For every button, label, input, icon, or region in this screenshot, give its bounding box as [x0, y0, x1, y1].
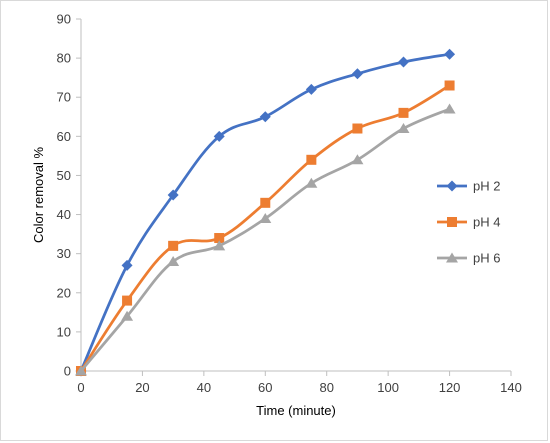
y-axis-title: Color removal %	[31, 147, 46, 244]
series-line	[79, 52, 450, 372]
data-point	[306, 154, 317, 165]
x-tick-label: 40	[197, 380, 211, 395]
legend-marker	[446, 180, 458, 192]
data-point	[352, 123, 363, 134]
legend-marker	[446, 252, 458, 263]
legend-label: pH 2	[473, 179, 500, 194]
data-point	[351, 68, 363, 80]
data-point	[259, 212, 272, 223]
data-point	[305, 177, 318, 188]
data-point	[259, 111, 271, 123]
x-tick-label: 80	[319, 380, 333, 395]
data-point	[397, 123, 410, 134]
x-tick-label: 20	[135, 380, 149, 395]
series-line	[79, 107, 451, 372]
y-tick-label: 0	[64, 364, 71, 379]
y-tick-label: 80	[57, 51, 71, 66]
data-point	[214, 233, 225, 244]
data-point	[444, 48, 456, 60]
x-tick-label: 100	[377, 380, 399, 395]
legend-label: pH 6	[473, 251, 500, 266]
legend-marker	[447, 217, 457, 227]
data-point	[167, 255, 180, 266]
legend: pH 2 pH 4 pH 6	[437, 179, 500, 266]
axes: 0 10 20 30 40 50 60 70 80 90 0 20 40 60 80 100 120 140	[57, 12, 522, 396]
series-ph-6	[75, 103, 456, 376]
x-tick-label: 60	[258, 380, 272, 395]
legend-label: pH 4	[473, 215, 500, 230]
series-ph-2	[75, 48, 456, 377]
data-point	[351, 154, 364, 165]
data-point	[213, 240, 226, 251]
x-tick-label: 0	[77, 380, 84, 395]
data-point	[121, 310, 134, 321]
y-tick-label: 20	[57, 285, 71, 300]
y-tick-label: 30	[57, 246, 71, 261]
series-ph-4	[76, 80, 455, 376]
data-point	[213, 130, 225, 142]
y-tick-label: 60	[57, 129, 71, 144]
data-point	[167, 189, 179, 201]
y-tick-label: 10	[57, 324, 71, 339]
series-layer	[75, 48, 456, 377]
series-line	[79, 84, 451, 372]
y-tick-label: 50	[57, 168, 71, 183]
data-point	[398, 56, 409, 68]
y-tick-label: 70	[57, 90, 71, 105]
data-point	[168, 240, 179, 251]
y-tick-label: 40	[57, 207, 71, 222]
data-point	[260, 197, 271, 208]
x-tick-label: 140	[500, 380, 522, 395]
data-point	[444, 80, 455, 91]
data-point	[305, 83, 317, 95]
data-point	[398, 107, 409, 118]
y-tick-label: 90	[57, 12, 71, 27]
x-tick-label: 120	[439, 380, 461, 395]
data-point	[122, 295, 133, 306]
data-point	[443, 103, 456, 114]
data-point	[121, 259, 133, 271]
x-axis-title: Time (minute)	[256, 403, 336, 418]
data-point	[75, 365, 87, 376]
